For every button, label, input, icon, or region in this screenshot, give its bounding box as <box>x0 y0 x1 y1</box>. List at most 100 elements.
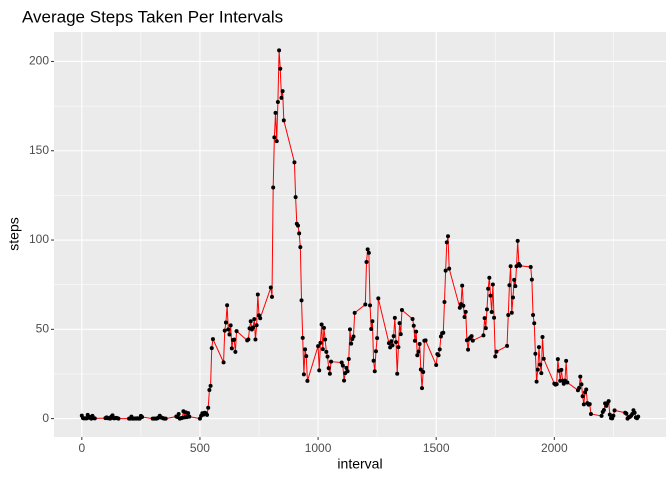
data-point <box>345 369 350 374</box>
data-point <box>234 329 239 334</box>
data-point <box>611 413 616 418</box>
data-point <box>470 338 475 343</box>
data-point <box>342 378 347 383</box>
data-point <box>349 341 354 346</box>
data-point <box>579 382 584 387</box>
data-point <box>509 310 514 315</box>
data-point <box>599 413 604 418</box>
data-point <box>636 414 641 419</box>
data-point <box>371 358 376 363</box>
data-point <box>462 315 467 319</box>
data-point <box>347 327 352 332</box>
data-point <box>415 353 420 358</box>
y-axis-title: steps <box>6 217 22 250</box>
data-point <box>272 135 277 140</box>
data-point <box>399 308 404 313</box>
data-point <box>461 303 466 308</box>
data-point <box>438 334 443 339</box>
data-point <box>513 284 518 289</box>
data-point <box>494 349 499 354</box>
data-point <box>481 333 486 338</box>
data-point <box>447 266 452 271</box>
data-point <box>298 245 303 250</box>
data-point <box>207 388 212 393</box>
data-point <box>457 305 462 310</box>
data-point <box>441 330 446 335</box>
data-point <box>176 411 181 416</box>
x-tick-label: 1500 <box>423 441 450 455</box>
data-point <box>410 316 415 321</box>
data-point <box>584 387 589 392</box>
data-point <box>534 379 539 384</box>
data-point <box>535 367 540 372</box>
data-point <box>163 416 168 421</box>
data-point <box>254 323 259 328</box>
data-point <box>246 337 251 342</box>
data-point <box>416 349 421 354</box>
data-point <box>554 382 559 387</box>
data-point <box>418 367 423 372</box>
data-point <box>397 321 402 326</box>
data-point <box>271 185 276 190</box>
data-point <box>541 356 546 361</box>
data-point <box>606 399 611 404</box>
data-point <box>293 195 298 200</box>
x-axis-title: interval <box>337 456 382 472</box>
data-point <box>208 383 213 388</box>
data-point <box>248 319 253 324</box>
data-point <box>493 354 498 359</box>
data-point <box>376 296 381 301</box>
data-point <box>536 345 541 350</box>
x-tick-label: 2000 <box>541 441 568 455</box>
data-point <box>510 295 515 300</box>
data-point <box>222 328 227 333</box>
data-point <box>529 277 534 282</box>
data-point <box>140 415 145 419</box>
data-point <box>318 340 323 345</box>
data-point <box>292 160 297 165</box>
y-tick-label: 0 <box>42 411 49 425</box>
data-point <box>624 411 629 416</box>
data-point <box>363 302 368 307</box>
data-point <box>268 285 273 290</box>
data-point <box>482 316 487 321</box>
data-point <box>484 307 489 312</box>
data-point <box>340 363 345 368</box>
data-point <box>339 360 344 365</box>
data-point <box>580 394 585 399</box>
data-point <box>279 95 284 100</box>
data-point <box>223 320 228 325</box>
data-point <box>326 366 331 371</box>
data-point <box>506 313 511 318</box>
data-point <box>253 337 258 342</box>
data-point <box>365 247 370 252</box>
data-point <box>412 338 417 343</box>
data-point <box>489 310 494 314</box>
data-point <box>281 118 286 123</box>
data-point <box>612 408 617 413</box>
data-point <box>346 356 351 361</box>
data-point <box>92 416 97 421</box>
data-point <box>375 336 380 341</box>
data-point <box>232 337 237 342</box>
data-point <box>221 360 226 365</box>
data-point <box>559 367 564 372</box>
data-point <box>442 300 447 304</box>
data-point <box>515 238 520 243</box>
data-point <box>295 223 300 228</box>
data-point <box>391 334 396 339</box>
data-point <box>303 347 308 352</box>
data-point <box>398 332 403 337</box>
data-point <box>588 411 593 416</box>
data-point <box>251 325 256 330</box>
data-point <box>508 264 513 269</box>
data-point <box>352 310 357 315</box>
data-point <box>255 292 260 297</box>
data-point <box>539 371 544 376</box>
data-point <box>327 371 332 376</box>
data-point <box>483 326 488 331</box>
data-point <box>436 353 441 358</box>
data-point <box>373 349 378 354</box>
data-point <box>225 303 230 308</box>
data-point <box>533 351 538 356</box>
